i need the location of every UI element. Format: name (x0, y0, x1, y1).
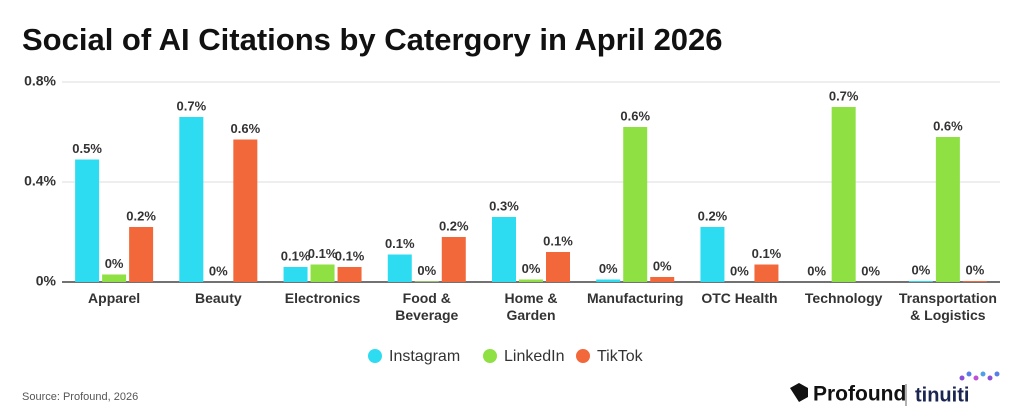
bar (650, 277, 675, 282)
value-label: 0.6% (620, 108, 650, 123)
value-label: 0.7% (177, 98, 207, 113)
legend-marker (368, 349, 382, 363)
bar (310, 264, 335, 282)
value-label: 0.3% (489, 198, 519, 213)
bar (441, 237, 466, 282)
value-label: 0% (209, 263, 228, 278)
value-label: 0% (105, 256, 124, 271)
value-label: 0.1% (281, 248, 311, 263)
bar (414, 281, 439, 282)
value-label: 0.6% (231, 121, 261, 136)
bar (623, 127, 648, 282)
bar (546, 252, 570, 282)
value-label: 0% (417, 263, 436, 278)
bar (935, 137, 960, 282)
value-label: 0.1% (543, 233, 573, 248)
bar (596, 279, 621, 282)
value-label: 0% (653, 258, 672, 273)
x-tick-label: Transportation & Logistics (898, 290, 997, 323)
value-label: 0% (599, 261, 618, 276)
bar (75, 159, 100, 282)
value-label: 0% (730, 263, 749, 278)
value-label: 0% (861, 263, 880, 278)
bar (387, 254, 412, 282)
value-label: 0.2% (126, 208, 156, 223)
legend-label: Instagram (389, 348, 460, 365)
value-label: 0.6% (933, 118, 963, 133)
value-label: 0.1% (752, 246, 782, 261)
brand: Profound (813, 383, 906, 406)
x-tick-label: Beauty (194, 290, 242, 306)
x-tick-label: Electronics (284, 290, 361, 306)
value-label: 0.7% (829, 88, 859, 103)
value-label: 0% (965, 262, 984, 277)
value-label: 0.1% (385, 236, 415, 251)
value-label: 0.1% (335, 248, 365, 263)
x-tick-label: Apparel (88, 290, 141, 306)
brand: tinuiti (915, 384, 969, 406)
bar (754, 264, 779, 282)
x-tick-label: Technology (804, 290, 883, 306)
y-tick-label: 0% (36, 273, 57, 289)
bar (179, 117, 204, 282)
value-label: 0% (807, 263, 826, 278)
bar (102, 274, 127, 282)
value-label: 0.2% (698, 208, 728, 223)
source: Source: Profound, 2026 (22, 391, 138, 403)
value-label: 0% (522, 261, 541, 276)
bar (700, 227, 725, 282)
legend-label: LinkedIn (504, 348, 565, 365)
bar (908, 281, 933, 282)
bar (831, 107, 856, 282)
bar (492, 217, 516, 282)
value-label: 0% (911, 262, 930, 277)
profound-logo-icon (790, 383, 808, 402)
x-tick-label: Manufacturing (586, 290, 684, 306)
chart-title: Social of AI Citations by Catergory in A… (22, 22, 723, 57)
legend-marker (576, 349, 590, 363)
value-label: 0.1% (308, 246, 338, 261)
bar (519, 279, 543, 282)
bar (337, 267, 362, 282)
x-tick-label: OTC Health (701, 290, 778, 306)
x-tick-label: Home & Garden (504, 290, 558, 323)
tinuiti-logo-icon (959, 371, 1000, 381)
value-label: 0.5% (72, 141, 102, 156)
bar (233, 139, 258, 282)
bar (962, 281, 987, 282)
y-tick-label: 0.8% (24, 73, 56, 89)
bar (129, 227, 154, 282)
legend-label: TikTok (597, 348, 644, 365)
bar (283, 267, 308, 282)
y-tick-label: 0.4% (24, 173, 56, 189)
value-label: 0.2% (439, 218, 469, 233)
legend-marker (483, 349, 497, 363)
x-tick-label: Food & Beverage (395, 290, 459, 323)
